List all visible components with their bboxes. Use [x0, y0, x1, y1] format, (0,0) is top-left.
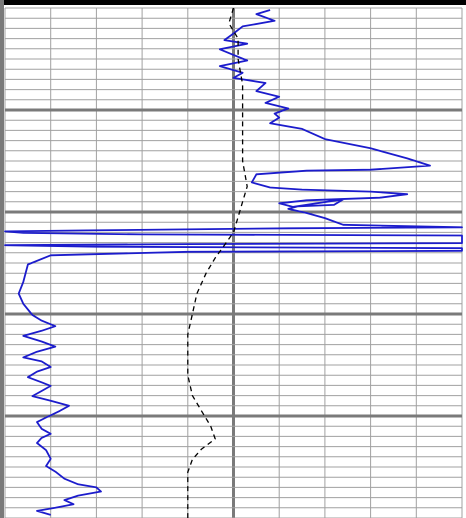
top-border: [0, 0, 466, 5]
left-border: [0, 0, 4, 518]
series-layer: [4, 7, 463, 518]
solid-curve-line: [4, 9, 463, 516]
dashed-curve-line: [187, 7, 248, 518]
